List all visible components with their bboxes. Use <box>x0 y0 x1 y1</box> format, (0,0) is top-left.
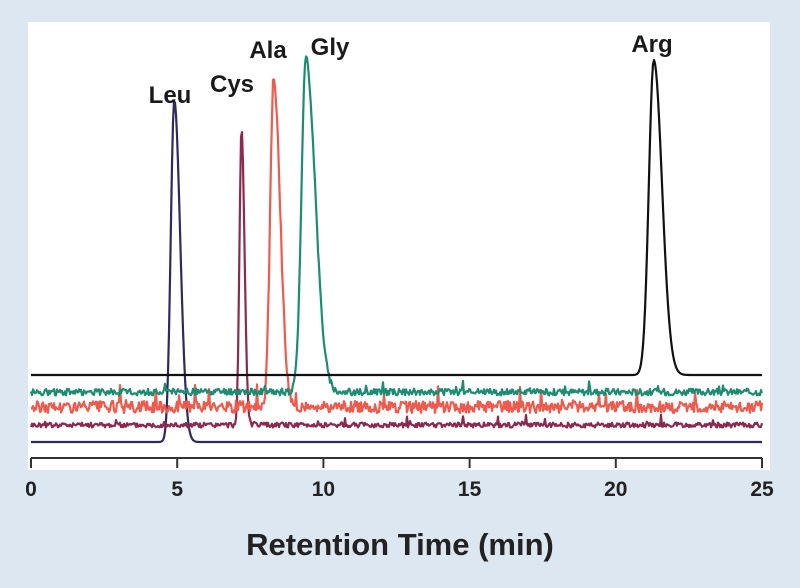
peak-label-arg: Arg <box>631 31 672 58</box>
peak-label-leu: Leu <box>149 82 192 109</box>
trace-ala <box>30 78 764 414</box>
peak-label-group: Leu Cys Ala Gly Arg <box>149 31 673 109</box>
trace-leu <box>30 100 763 444</box>
x-tick-label-25: 25 <box>750 478 774 501</box>
peak-label-ala: Ala <box>249 37 287 64</box>
x-tick-label-15: 15 <box>458 478 482 501</box>
x-tick-label-0: 0 <box>25 478 37 501</box>
x-tick-label-5: 5 <box>171 478 183 501</box>
x-tick-label-20: 20 <box>604 478 627 501</box>
trace-arg <box>30 59 763 377</box>
trace-group <box>29 55 764 444</box>
peak-label-cys: Cys <box>210 71 254 98</box>
trace-gly <box>29 55 764 397</box>
x-axis-title: Retention Time (min) <box>246 527 554 562</box>
trace-cys <box>29 131 764 429</box>
peak-label-gly: Gly <box>311 34 350 61</box>
x-tick-label-10: 10 <box>312 478 335 501</box>
x-tick-group: 0 5 10 15 20 25 <box>25 458 774 501</box>
